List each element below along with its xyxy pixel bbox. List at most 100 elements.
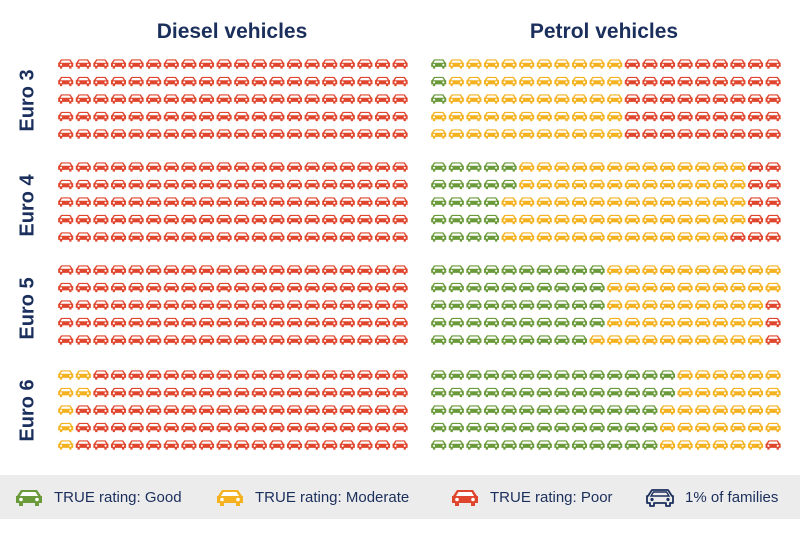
legend-moderate-car-icon	[217, 490, 243, 506]
car-good	[571, 440, 588, 450]
car-poor	[730, 232, 746, 242]
car-poor	[234, 129, 250, 139]
car-poor	[181, 129, 197, 139]
car-poor	[322, 94, 338, 104]
car-moderate	[571, 111, 588, 122]
car-moderate	[677, 405, 693, 415]
car-poor	[146, 214, 162, 225]
car-good	[483, 422, 500, 433]
car-moderate	[501, 197, 517, 207]
car-moderate	[466, 94, 482, 104]
car-poor	[234, 232, 250, 242]
legend-unit-car-outline-icon	[646, 489, 674, 507]
car-poor	[146, 387, 162, 398]
car-moderate	[519, 76, 535, 87]
car-poor	[216, 94, 232, 104]
car-poor	[695, 76, 711, 87]
car-poor	[286, 111, 303, 122]
car-moderate	[747, 265, 764, 275]
car-moderate	[501, 232, 517, 242]
car-moderate	[571, 59, 588, 69]
car-poor	[58, 59, 74, 69]
car-poor	[198, 59, 215, 69]
car-poor	[392, 129, 408, 139]
car-moderate	[659, 440, 676, 450]
car-poor	[747, 76, 764, 87]
car-poor	[93, 317, 109, 328]
car-good	[466, 422, 482, 433]
car-moderate	[466, 76, 482, 87]
car-good	[519, 370, 535, 380]
car-poor	[181, 387, 197, 398]
car-good	[483, 317, 500, 328]
car-good	[554, 335, 570, 345]
car-poor	[765, 94, 781, 104]
car-moderate	[624, 179, 640, 190]
car-good	[519, 405, 535, 415]
car-poor	[216, 422, 232, 433]
car-poor	[234, 405, 250, 415]
car-poor	[357, 370, 373, 380]
car-moderate	[58, 405, 74, 415]
car-good	[466, 214, 482, 225]
car-poor	[339, 197, 355, 207]
car-good	[483, 214, 500, 225]
car-poor	[392, 405, 408, 415]
car-good	[642, 422, 658, 433]
car-moderate	[483, 111, 500, 122]
car-moderate	[712, 282, 728, 293]
car-poor	[286, 317, 303, 328]
car-moderate	[571, 162, 588, 172]
car-poor	[181, 300, 197, 310]
car-poor	[251, 370, 267, 380]
title-diesel: Diesel vehicles	[156, 20, 308, 43]
car-poor	[374, 162, 391, 172]
car-moderate	[712, 317, 728, 328]
car-poor	[322, 111, 338, 122]
car-poor	[765, 111, 781, 122]
car-good	[536, 335, 552, 345]
car-moderate	[519, 214, 535, 225]
car-poor	[339, 335, 355, 345]
car-poor	[251, 265, 267, 275]
car-poor	[269, 76, 285, 87]
car-moderate	[589, 214, 605, 225]
car-moderate	[659, 317, 676, 328]
car-poor	[322, 232, 338, 242]
car-poor	[765, 162, 781, 172]
car-good	[448, 440, 464, 450]
car-poor	[322, 370, 338, 380]
car-moderate	[730, 440, 746, 450]
car-moderate	[677, 282, 693, 293]
car-moderate	[431, 129, 447, 139]
car-poor	[339, 111, 355, 122]
car-poor	[93, 282, 109, 293]
legend-moderate: TRUE rating: Moderate	[215, 475, 409, 519]
car-poor	[128, 317, 144, 328]
car-moderate	[677, 265, 693, 275]
car-poor	[269, 129, 285, 139]
legend-good: TRUE rating: Good	[14, 475, 182, 519]
car-good	[536, 422, 552, 433]
car-good	[466, 265, 482, 275]
car-poor	[251, 162, 267, 172]
car-poor	[146, 300, 162, 310]
car-poor	[392, 179, 408, 190]
car-good	[589, 440, 605, 450]
car-poor	[304, 370, 320, 380]
car-moderate	[624, 282, 640, 293]
car-good	[466, 179, 482, 190]
car-poor	[765, 197, 781, 207]
car-good	[448, 232, 464, 242]
car-poor	[624, 111, 640, 122]
car-poor	[234, 111, 250, 122]
car-poor	[304, 282, 320, 293]
car-moderate	[712, 232, 728, 242]
car-poor	[128, 59, 144, 69]
car-poor	[286, 300, 303, 310]
car-poor	[269, 440, 285, 450]
car-poor	[251, 214, 267, 225]
car-poor	[128, 214, 144, 225]
car-poor	[322, 162, 338, 172]
car-poor	[198, 282, 215, 293]
